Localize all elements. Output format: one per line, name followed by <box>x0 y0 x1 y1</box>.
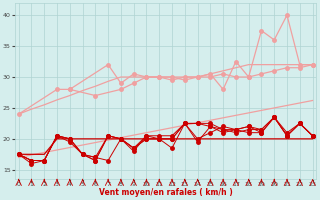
X-axis label: Vent moyen/en rafales ( km/h ): Vent moyen/en rafales ( km/h ) <box>99 188 232 197</box>
